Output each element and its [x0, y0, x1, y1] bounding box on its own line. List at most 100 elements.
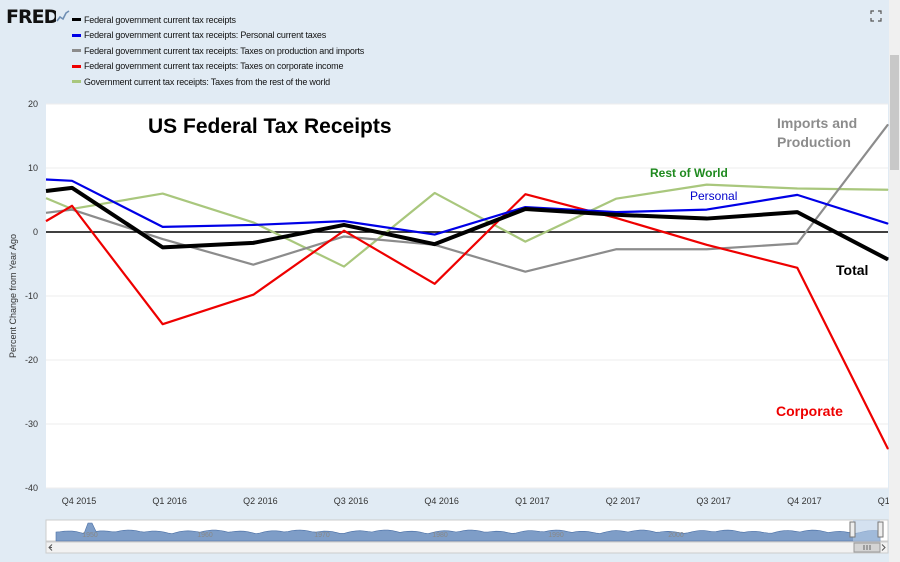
legend-item[interactable]: Federal government current tax receipts:…: [72, 59, 364, 75]
series-annotation: Total: [836, 262, 868, 278]
navigator-year-label: 1950: [82, 532, 98, 539]
scroll-left-icon: [48, 544, 53, 551]
x-tick-label: Q1 2016: [152, 496, 187, 506]
y-tick-label: 0: [33, 227, 38, 237]
data-point: [887, 223, 889, 225]
legend-label: Federal government current tax receipts:…: [84, 45, 365, 56]
data-point: [71, 205, 73, 207]
x-tick-label: Q4 2016: [424, 496, 459, 506]
legend-label: Federal government current tax receipts:…: [84, 61, 344, 72]
data-point: [524, 241, 526, 243]
data-point: [71, 187, 73, 189]
navigator-series: [55, 522, 881, 542]
legend-item[interactable]: Government current tax receipts: Taxes f…: [72, 74, 364, 90]
data-point: [706, 244, 708, 246]
navigator-year-label: 1980: [432, 532, 448, 539]
data-point: [252, 224, 254, 226]
data-point: [434, 234, 436, 236]
time-navigator[interactable]: 1950 1960 1970 1980 1990 2000: [45, 519, 889, 542]
x-tick-label: Q4 2017: [787, 496, 822, 506]
navigator-handle-right[interactable]: [877, 521, 884, 538]
page-scrollbar-thumb[interactable]: [890, 55, 899, 170]
data-point: [524, 208, 526, 210]
x-tick-label: Q3 2016: [334, 496, 369, 506]
data-point: [71, 209, 73, 211]
legend-item[interactable]: Federal government current tax receipts:…: [72, 28, 364, 44]
data-point: [796, 267, 798, 269]
data-point: [887, 448, 889, 450]
navigator-scroll-track: [45, 541, 889, 554]
data-point: [887, 189, 889, 191]
legend-label: Federal government current tax receipts:…: [84, 30, 327, 41]
data-point: [615, 217, 617, 219]
data-point: [434, 243, 436, 245]
navigator-scrollbar[interactable]: [45, 541, 889, 554]
x-tick-label: Q2 2016: [243, 496, 278, 506]
data-point: [796, 243, 798, 245]
data-point: [252, 264, 254, 266]
legend-swatch: [72, 18, 81, 22]
data-point: [434, 192, 436, 194]
legend-swatch: [72, 64, 81, 68]
y-axis-label: Percent Change from Year Ago: [8, 234, 18, 358]
fred-logo[interactable]: FRED: [6, 6, 59, 28]
navigator-year-label: 2000: [668, 532, 684, 539]
series-annotation: Imports and: [777, 115, 857, 131]
series-annotation: Rest of World: [650, 166, 728, 180]
x-tick-label: Q3 2017: [696, 496, 731, 506]
legend-label: Government current tax receipts: Taxes f…: [84, 76, 330, 87]
x-tick-label: Q1 2017: [515, 496, 550, 506]
data-point: [796, 211, 798, 213]
y-tick-label: 20: [28, 99, 38, 109]
navigator-year-label: 1970: [314, 532, 330, 539]
legend-swatch: [72, 49, 81, 53]
data-point: [706, 218, 708, 220]
data-point: [706, 248, 708, 250]
data-point: [252, 294, 254, 296]
data-point: [162, 193, 164, 195]
page-scrollbar[interactable]: [889, 0, 900, 562]
data-point: [887, 123, 889, 125]
legend-item[interactable]: Federal government current tax receipts: [72, 12, 364, 28]
data-point: [343, 235, 345, 237]
y-tick-label: -10: [25, 291, 38, 301]
data-point: [434, 283, 436, 285]
data-point: [343, 230, 345, 232]
series-annotation: Production: [777, 134, 851, 150]
data-point: [706, 184, 708, 186]
y-tick-label: -40: [25, 483, 38, 493]
data-point: [524, 271, 526, 273]
data-point: [252, 242, 254, 244]
x-tick-label: Q2 2017: [606, 496, 641, 506]
data-point: [162, 323, 164, 325]
navigator-selection: [853, 520, 880, 541]
y-tick-label: -20: [25, 355, 38, 365]
navigator-year-label: 1990: [548, 532, 564, 539]
legend-item[interactable]: Federal government current tax receipts:…: [72, 43, 364, 59]
series-annotation: Corporate: [776, 403, 843, 419]
data-point: [615, 214, 617, 216]
navigator-handle-left[interactable]: [849, 521, 856, 538]
navigator-year-label: 1960: [197, 532, 213, 539]
data-point: [796, 194, 798, 196]
chart-legend: Federal government current tax receipts F…: [72, 12, 364, 90]
legend-label: Federal government current tax receipts: [84, 14, 236, 25]
x-tick-label: Q4 2015: [62, 496, 97, 506]
y-tick-label: 10: [28, 163, 38, 173]
y-tick-label: -30: [25, 419, 38, 429]
series-annotation: Personal: [690, 189, 737, 203]
fred-logo-chart-icon: [56, 9, 70, 23]
data-point: [252, 221, 254, 223]
data-point: [162, 246, 164, 248]
data-point: [71, 180, 73, 182]
data-point: [343, 224, 345, 226]
data-point: [615, 211, 617, 213]
data-point: [615, 248, 617, 250]
legend-swatch: [72, 33, 81, 37]
scroll-right-icon: [881, 544, 886, 551]
data-point: [524, 193, 526, 195]
expand-icon[interactable]: [870, 10, 882, 22]
data-point: [162, 238, 164, 240]
x-tick-label: Q1 2018: [878, 496, 900, 506]
